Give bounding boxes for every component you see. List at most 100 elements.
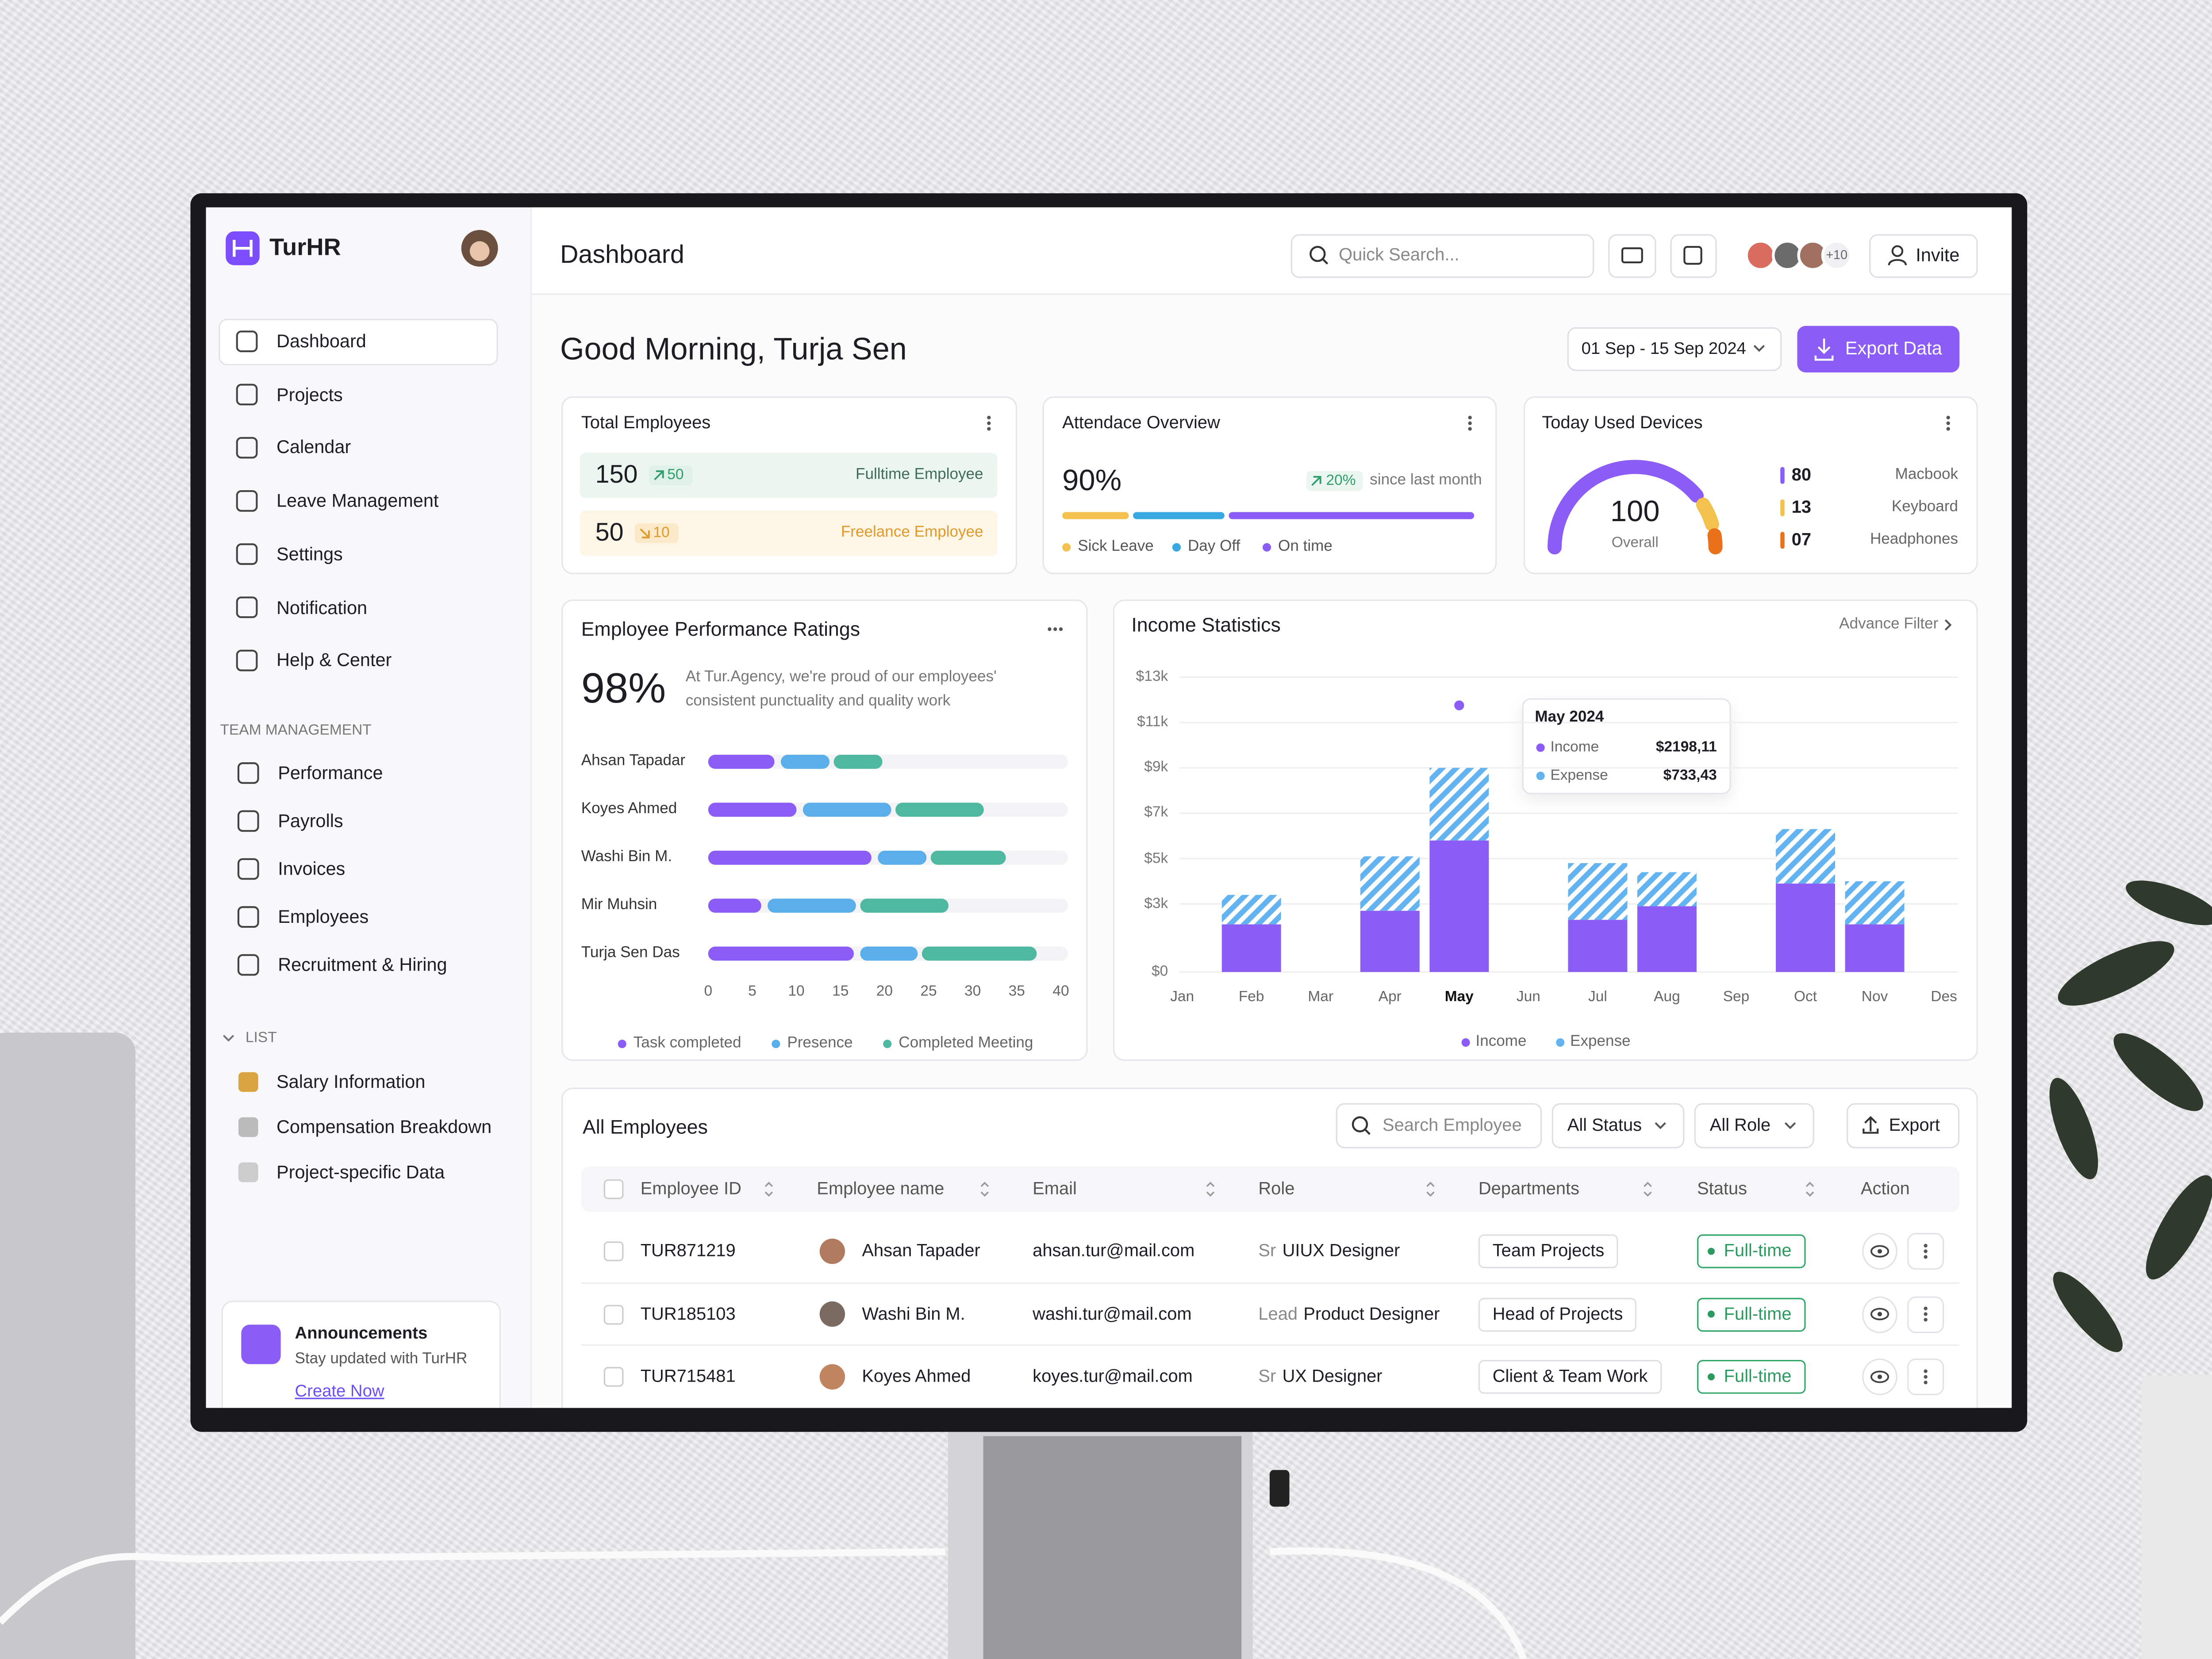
menu-item[interactable]: Employees xyxy=(278,906,369,927)
share-button[interactable] xyxy=(1670,234,1717,278)
bar xyxy=(1568,920,1628,972)
eye-icon xyxy=(1870,1245,1889,1258)
more-button[interactable] xyxy=(1907,1233,1944,1270)
y-tick-label: $13k xyxy=(1136,668,1168,685)
filter-dropdown[interactable] xyxy=(1694,1103,1814,1148)
date-picker[interactable] xyxy=(1567,327,1782,371)
menu-icon xyxy=(237,762,259,784)
gauge-segment xyxy=(1707,528,1723,555)
row-divider xyxy=(581,1344,1960,1346)
export-table-button[interactable] xyxy=(1847,1103,1960,1148)
menu-dots xyxy=(1059,627,1063,631)
card-title: All Employees xyxy=(582,1115,708,1138)
status-pill xyxy=(1697,1297,1806,1331)
invite-button[interactable] xyxy=(1869,234,1978,278)
menu-item[interactable]: Leave Management xyxy=(276,490,439,511)
sort-icon xyxy=(1644,1182,1652,1197)
menu-icon xyxy=(236,330,258,353)
filter-link[interactable]: Advance Filter xyxy=(1839,615,1939,633)
role-level: Lead xyxy=(1258,1303,1298,1324)
role: UIUX Designer xyxy=(1282,1240,1400,1261)
x-tick-label: Nov xyxy=(1861,988,1888,1006)
change: 50 xyxy=(667,466,684,484)
employee-id: TUR185103 xyxy=(640,1303,736,1324)
text: All Role xyxy=(1709,1115,1771,1135)
tooltip-dot xyxy=(1536,772,1545,780)
bar xyxy=(1360,856,1420,911)
list-item[interactable]: Compensation Breakdown xyxy=(276,1116,492,1137)
menu-item[interactable]: Projects xyxy=(276,383,343,405)
legend-label: Presence xyxy=(787,1034,853,1052)
email: washi.tur@mail.com xyxy=(1033,1303,1192,1324)
text: All Status xyxy=(1567,1115,1642,1135)
x-tick-label: Mar xyxy=(1308,988,1334,1006)
x-tick-label: Feb xyxy=(1238,988,1264,1006)
menu-item[interactable]: Settings xyxy=(276,543,343,565)
change-badge xyxy=(634,523,679,543)
list-item[interactable]: Project-specific Data xyxy=(276,1161,445,1183)
export-icon xyxy=(1863,1116,1879,1134)
chevron xyxy=(223,1035,234,1042)
menu-item[interactable]: Invoices xyxy=(278,858,346,879)
link[interactable]: Create Now xyxy=(295,1381,384,1401)
menu-dots xyxy=(1924,1380,1928,1385)
change: 10 xyxy=(653,524,670,541)
mail-button[interactable] xyxy=(1608,234,1656,278)
highlight-dot xyxy=(1454,700,1464,710)
search-box[interactable] xyxy=(1290,234,1594,278)
menu-item[interactable]: Calendar xyxy=(276,437,351,458)
logo: TurHR xyxy=(269,234,341,261)
employee-search[interactable] xyxy=(1336,1103,1542,1148)
cable xyxy=(1269,1547,1527,1659)
chevron xyxy=(1753,345,1765,352)
menu-dots xyxy=(987,427,991,431)
legend-label: Sick Leave xyxy=(1078,538,1154,555)
y-tick-label: $0 xyxy=(1152,963,1168,980)
menu-icon xyxy=(237,810,259,832)
menu-item-active[interactable] xyxy=(219,319,498,365)
employee-avatar xyxy=(819,1301,845,1327)
employee-avatar xyxy=(819,1364,845,1390)
menu-item[interactable]: Notification xyxy=(276,596,368,618)
menu-item[interactable]: Help & Center xyxy=(276,649,392,671)
list-item[interactable]: Salary Information xyxy=(276,1071,426,1092)
status-dot xyxy=(1708,1310,1715,1318)
connector xyxy=(1269,1470,1290,1507)
menu-item[interactable]: Performance xyxy=(278,762,383,783)
menu-dots xyxy=(1924,1244,1928,1248)
menu-icon xyxy=(236,543,258,565)
bar-segment xyxy=(708,754,775,769)
cable xyxy=(0,1548,945,1625)
column-header: Action xyxy=(1860,1179,1910,1198)
legend-dot xyxy=(1556,1038,1565,1047)
menu-icon xyxy=(237,858,259,880)
menu-item[interactable]: Recruitment & Hiring xyxy=(278,954,447,975)
x-tick-label: Sep xyxy=(1723,988,1750,1006)
bar xyxy=(1568,863,1628,920)
role: Product Designer xyxy=(1303,1303,1440,1324)
bar xyxy=(1776,883,1836,972)
y-tick-label: $3k xyxy=(1144,895,1168,912)
checkbox[interactable] xyxy=(603,1241,624,1261)
tooltip-label: Income xyxy=(1550,738,1599,756)
menu-dots xyxy=(987,421,991,425)
department-pill xyxy=(1478,1234,1618,1268)
eye-icon xyxy=(1870,1308,1889,1321)
device-name: Keyboard xyxy=(1891,498,1959,516)
menu-dots xyxy=(1468,427,1472,431)
list-icon xyxy=(238,1072,258,1092)
legend-dot xyxy=(1461,1038,1470,1047)
menu-item[interactable]: Dashboard xyxy=(276,330,366,352)
bar-segment xyxy=(708,803,797,817)
device-indicator xyxy=(1780,467,1785,484)
department-pill xyxy=(1478,1297,1636,1331)
menu-item[interactable]: Payrolls xyxy=(278,810,343,831)
device-indicator xyxy=(1780,532,1785,549)
checkbox[interactable] xyxy=(603,1304,624,1324)
leaf xyxy=(2058,941,2174,1006)
checkbox[interactable] xyxy=(603,1367,624,1387)
department: Team Projects xyxy=(1492,1240,1605,1261)
bar xyxy=(1429,840,1489,972)
checkbox[interactable] xyxy=(603,1179,624,1199)
invite-icon xyxy=(1891,245,1904,257)
